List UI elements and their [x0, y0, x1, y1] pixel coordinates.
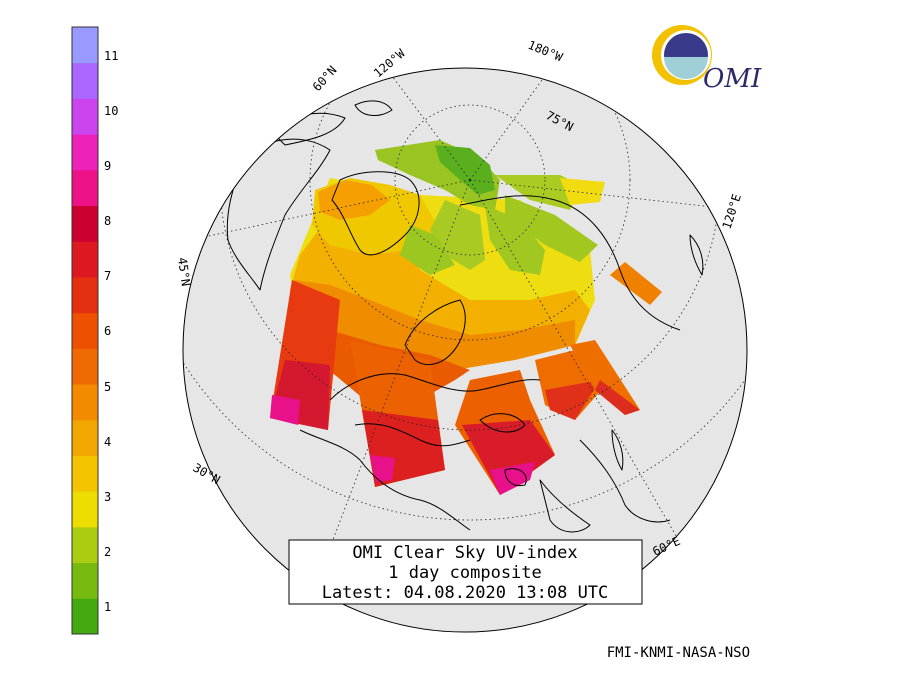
legend-band	[72, 169, 98, 207]
uv-data-swaths	[270, 140, 662, 495]
legend-band	[72, 419, 98, 456]
title-line-1: OMI Clear Sky UV-index	[352, 543, 577, 563]
swath-far-east	[570, 340, 640, 415]
legend-label-11: 11	[104, 49, 118, 63]
logo-globe-lower	[664, 57, 708, 79]
coastlines	[226, 100, 704, 591]
legend-label-6: 6	[104, 324, 111, 338]
coast-greenland	[331, 171, 420, 256]
meridian-60w	[189, 179, 471, 241]
title-frame	[288, 539, 643, 605]
legend-band	[72, 562, 98, 599]
swath-arctic-finger-e	[505, 195, 598, 262]
legend-label-5: 5	[104, 380, 111, 394]
legend-label-1: 1	[104, 600, 111, 614]
coast-scandinavia	[404, 299, 466, 366]
legend-band	[72, 384, 98, 421]
legend-frame	[71, 26, 99, 635]
credits-text: FMI-KNMI-NASA-NSO	[607, 645, 750, 661]
legend-band	[72, 27, 98, 64]
legend-band	[72, 98, 98, 135]
title-line-2: 1 day composite	[388, 563, 542, 583]
coast-black-caspian	[479, 413, 527, 487]
meridian-0	[309, 179, 471, 601]
swath-middle-east-magenta	[490, 462, 535, 495]
coast-siberia	[459, 195, 681, 331]
swath-west-strip-magenta	[270, 395, 300, 425]
parallel-60n	[309, 68, 631, 341]
swath-middle-east-red	[462, 420, 555, 495]
coast-kamchatka	[689, 234, 704, 276]
title-box: OMI Clear Sky UV-index 1 day composite L…	[288, 539, 643, 605]
legend-labels: 1 2 3 4 5 6 7 8 9 10 11	[104, 49, 118, 614]
omi-logo: OMI	[652, 25, 762, 94]
title-line-3: Latest: 04.08.2020 13:08 UTC	[322, 583, 609, 603]
meridian-60e	[469, 179, 691, 561]
swath-arctic-finger-w	[400, 225, 455, 275]
label-lon-180w: 180°W	[526, 38, 565, 65]
coast-arabia	[539, 479, 591, 533]
legend-band	[72, 205, 98, 242]
swath-pacific-patch	[610, 262, 662, 305]
swath-arctic-finger-s	[485, 205, 545, 275]
swath-arctic-dark-green	[435, 145, 495, 195]
swath-asia-east-red	[545, 380, 600, 420]
legend-label-3: 3	[104, 490, 111, 504]
uv-color-legend: 1 2 3 4 5 6 7 8 9 10 11	[71, 26, 118, 635]
legend-label-4: 4	[104, 435, 111, 449]
legend-band	[72, 455, 98, 492]
meridian-180	[469, 68, 561, 181]
meridian-120e	[469, 179, 741, 211]
coast-iberia-africa	[299, 429, 471, 531]
swath-far-east-red	[595, 380, 640, 415]
legend-band	[72, 312, 98, 349]
legend-label-8: 8	[104, 214, 111, 228]
swath-arctic-finger-ne-yellow	[560, 178, 605, 205]
label-lat-60n-north: 60°N	[310, 63, 340, 94]
legend-band	[72, 134, 98, 171]
coast-asia-east	[579, 439, 671, 523]
legend-label-9: 9	[104, 159, 111, 173]
coast-europe	[329, 373, 541, 401]
legend-band	[72, 598, 98, 635]
coast-japan	[611, 429, 624, 471]
label-lat-45n: 45°N	[175, 256, 193, 287]
coast-mediterranean	[354, 423, 471, 447]
legend-label-2: 2	[104, 545, 111, 559]
legend-band	[72, 491, 98, 528]
legend-band	[72, 348, 98, 385]
coast-north-america	[226, 138, 331, 291]
legend-label-7: 7	[104, 269, 111, 283]
legend-color-bands	[72, 27, 98, 635]
legend-band	[72, 62, 98, 99]
swath-europe-strip-magenta	[370, 455, 395, 482]
legend-band	[72, 526, 98, 564]
legend-band	[72, 241, 98, 278]
legend-label-10: 10	[104, 104, 118, 118]
legend-band	[72, 276, 98, 314]
logo-text: OMI	[703, 64, 762, 94]
label-lon-120e: 120°E	[720, 192, 744, 231]
parallel-75n	[394, 104, 546, 256]
polar-globe: 60°N 120°W 180°W 75°N 120°E 45°N 30°N 60…	[175, 38, 748, 633]
